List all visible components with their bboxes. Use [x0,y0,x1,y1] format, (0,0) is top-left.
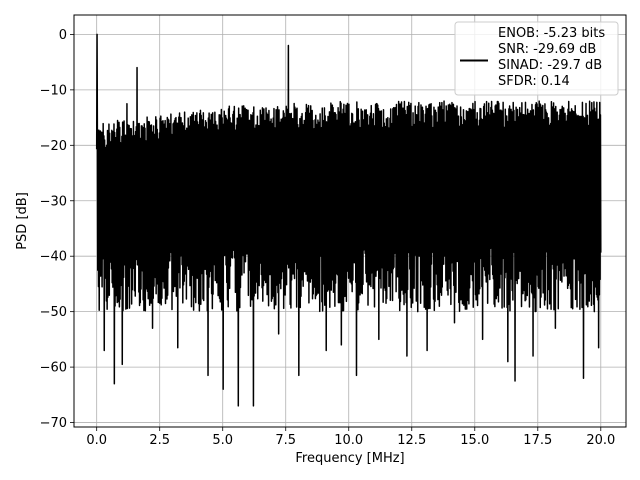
legend-sfdr: SFDR: 0.14 [498,74,570,89]
y-tick-label: −20 [40,139,67,154]
x-tick-label: 0.0 [86,433,107,448]
y-tick-label: −60 [40,361,67,376]
x-tick-label: 5.0 [212,433,233,448]
x-axis-label: Frequency [MHz] [295,451,404,466]
x-tick-label: 20.0 [586,433,615,448]
legend-sinad: SINAD: -29.7 dB [498,58,602,73]
y-tick-label: −30 [40,194,67,209]
y-tick-label: −40 [40,250,67,265]
axis-ticks: 0.0 2.5 5.0 7.5 10.0 12.5 15.0 17.5 20.0 0 −10 −20 −… [40,28,616,448]
plot-frame [73,14,627,428]
y-tick-label: −50 [40,305,67,320]
legend-enob: ENOB: -5.23 bits [498,26,605,41]
legend-box [454,21,619,96]
y-axis-label: PSD [dB] [15,192,30,250]
legend-snr: SNR: -29.69 dB [498,42,596,57]
y-tick-label: 0 [59,28,67,43]
x-tick-label: 7.5 [275,433,296,448]
psd-data [95,33,602,407]
y-tick-label: −70 [40,416,67,431]
legend: ENOB: -5.23 bits SNR: -29.69 dB SINAD: -… [454,21,619,96]
x-tick-label: 15.0 [460,433,489,448]
x-tick-label: 17.5 [523,433,552,448]
x-tick-label: 10.0 [334,433,363,448]
x-tick-label: 2.5 [149,433,170,448]
y-tick-label: −10 [40,83,67,98]
psd-series-line [95,33,602,407]
x-tick-label: 12.5 [397,433,426,448]
